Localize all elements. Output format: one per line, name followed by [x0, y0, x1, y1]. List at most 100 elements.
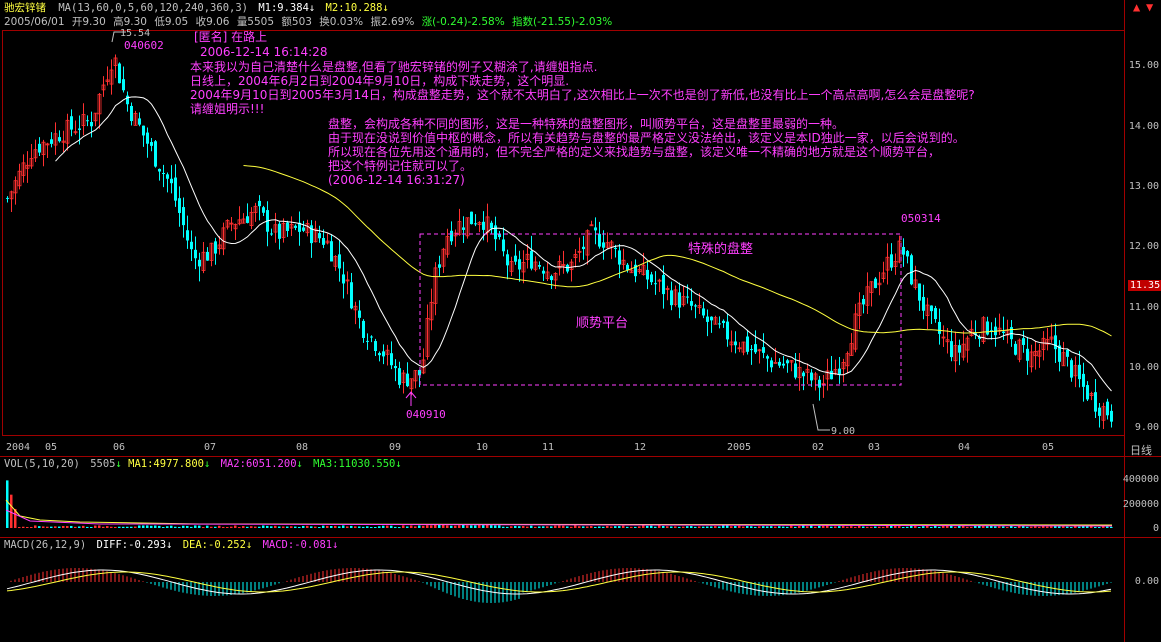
candle-body [978, 336, 981, 340]
volume-bar [1038, 526, 1041, 528]
candle-body [737, 347, 742, 350]
volume-bar [906, 526, 909, 528]
candle-body [262, 207, 265, 213]
candle-body [626, 264, 629, 270]
volume-bar [54, 526, 57, 528]
volume-bar [858, 525, 861, 528]
candle-body [97, 93, 102, 115]
volume-bar [438, 525, 441, 528]
volume-bar [846, 526, 849, 528]
month-tick: 05 [1042, 442, 1055, 453]
volume-bar [734, 526, 737, 528]
candle-body [502, 239, 505, 252]
volume-bar [534, 526, 537, 528]
time-axis: 2004 05 06 07 08 09 10 11 12 2005 02 03 … [2, 440, 1125, 456]
volume-bar [586, 526, 589, 528]
candle-body [621, 259, 626, 265]
candle-body [538, 265, 541, 267]
quote-close: 收9.06 [195, 16, 230, 28]
volume-tick: 400000 [1122, 474, 1159, 485]
volume-bar [638, 526, 641, 528]
volume-bar [286, 526, 289, 528]
volume-bar [390, 525, 393, 528]
volume-bar [710, 526, 713, 528]
volume-bar [698, 526, 701, 528]
volume-ma1: MA1:4977.800 [128, 458, 204, 470]
volume-bar [186, 525, 189, 528]
volume-bar [1098, 526, 1101, 528]
volume-bar [322, 525, 325, 528]
scroll-down-icon[interactable]: ▼ [1146, 0, 1154, 14]
volume-bar [298, 526, 301, 528]
volume-bar [970, 526, 973, 528]
volume-bar [310, 526, 313, 528]
volume-bar [210, 526, 213, 528]
candle-body [1026, 348, 1029, 361]
volume-bar [22, 526, 25, 528]
volume-bar [334, 525, 337, 528]
volume-bar [134, 526, 137, 528]
candle-body [577, 250, 582, 253]
candle-body [654, 283, 657, 285]
candle-body [734, 341, 737, 346]
candle-body [569, 261, 574, 271]
candle-body [818, 379, 821, 388]
candle-body [770, 360, 773, 368]
candle-body [150, 142, 153, 146]
candle-body [81, 114, 86, 126]
scroll-up-icon[interactable]: ▲ [1133, 0, 1141, 14]
volume-bar [962, 525, 965, 528]
panel-divider [0, 456, 1161, 457]
candle-body [961, 343, 966, 358]
question-line: 日线上，2004年6月2日到2004年9月10日，构成下跌走势，这个明显. [190, 74, 570, 88]
candle-body [310, 225, 313, 244]
volume-bar [666, 526, 669, 528]
volume-bar [946, 526, 949, 528]
candle-body [342, 274, 345, 284]
volume-bar [1018, 525, 1021, 528]
volume-bar [670, 526, 673, 528]
volume-bar [598, 526, 601, 528]
volume-bar [1070, 527, 1073, 529]
volume-bar [978, 525, 981, 528]
answer-line: 由于现在没说到价值中枢的概念，所以有关趋势与盘整的最严格定义没法给出，该定义是本… [328, 131, 965, 145]
candle-body [318, 233, 321, 239]
candle-body [802, 372, 805, 377]
candle-body [246, 216, 249, 223]
candle-body [509, 261, 514, 272]
volume-bar [694, 526, 697, 528]
volume-bar [594, 526, 597, 528]
volume-bar [994, 526, 997, 528]
candle-body [650, 274, 653, 283]
volume-bar [974, 525, 977, 528]
volume-bar [530, 525, 533, 528]
ma-long-line [243, 165, 1112, 337]
candle-body [1110, 410, 1113, 422]
volume-bar [506, 526, 509, 528]
candle-body [521, 262, 526, 273]
volume-bar [570, 526, 573, 528]
candle-body [890, 254, 893, 268]
volume-bar [1010, 525, 1013, 528]
candle-body [930, 305, 933, 312]
candle-body [429, 301, 434, 321]
candle-body [278, 223, 281, 239]
volume-bar [866, 526, 869, 528]
candle-body [338, 254, 341, 269]
candle-body [401, 372, 406, 383]
volume-bar [354, 526, 357, 528]
volume-bar [14, 508, 17, 528]
candle-body [986, 321, 989, 335]
volume-bar [674, 526, 677, 528]
candle-body [353, 305, 358, 311]
volume-bar [282, 526, 285, 528]
volume-bar [658, 525, 661, 528]
volume-bar [914, 526, 917, 528]
volume-bar [558, 525, 561, 528]
candle-body [789, 360, 794, 363]
volume-bar [730, 526, 733, 528]
volume-bar [466, 525, 469, 528]
volume-bar [922, 526, 925, 528]
period-selector[interactable]: 日线 [1130, 444, 1152, 457]
candle-body [602, 242, 605, 248]
